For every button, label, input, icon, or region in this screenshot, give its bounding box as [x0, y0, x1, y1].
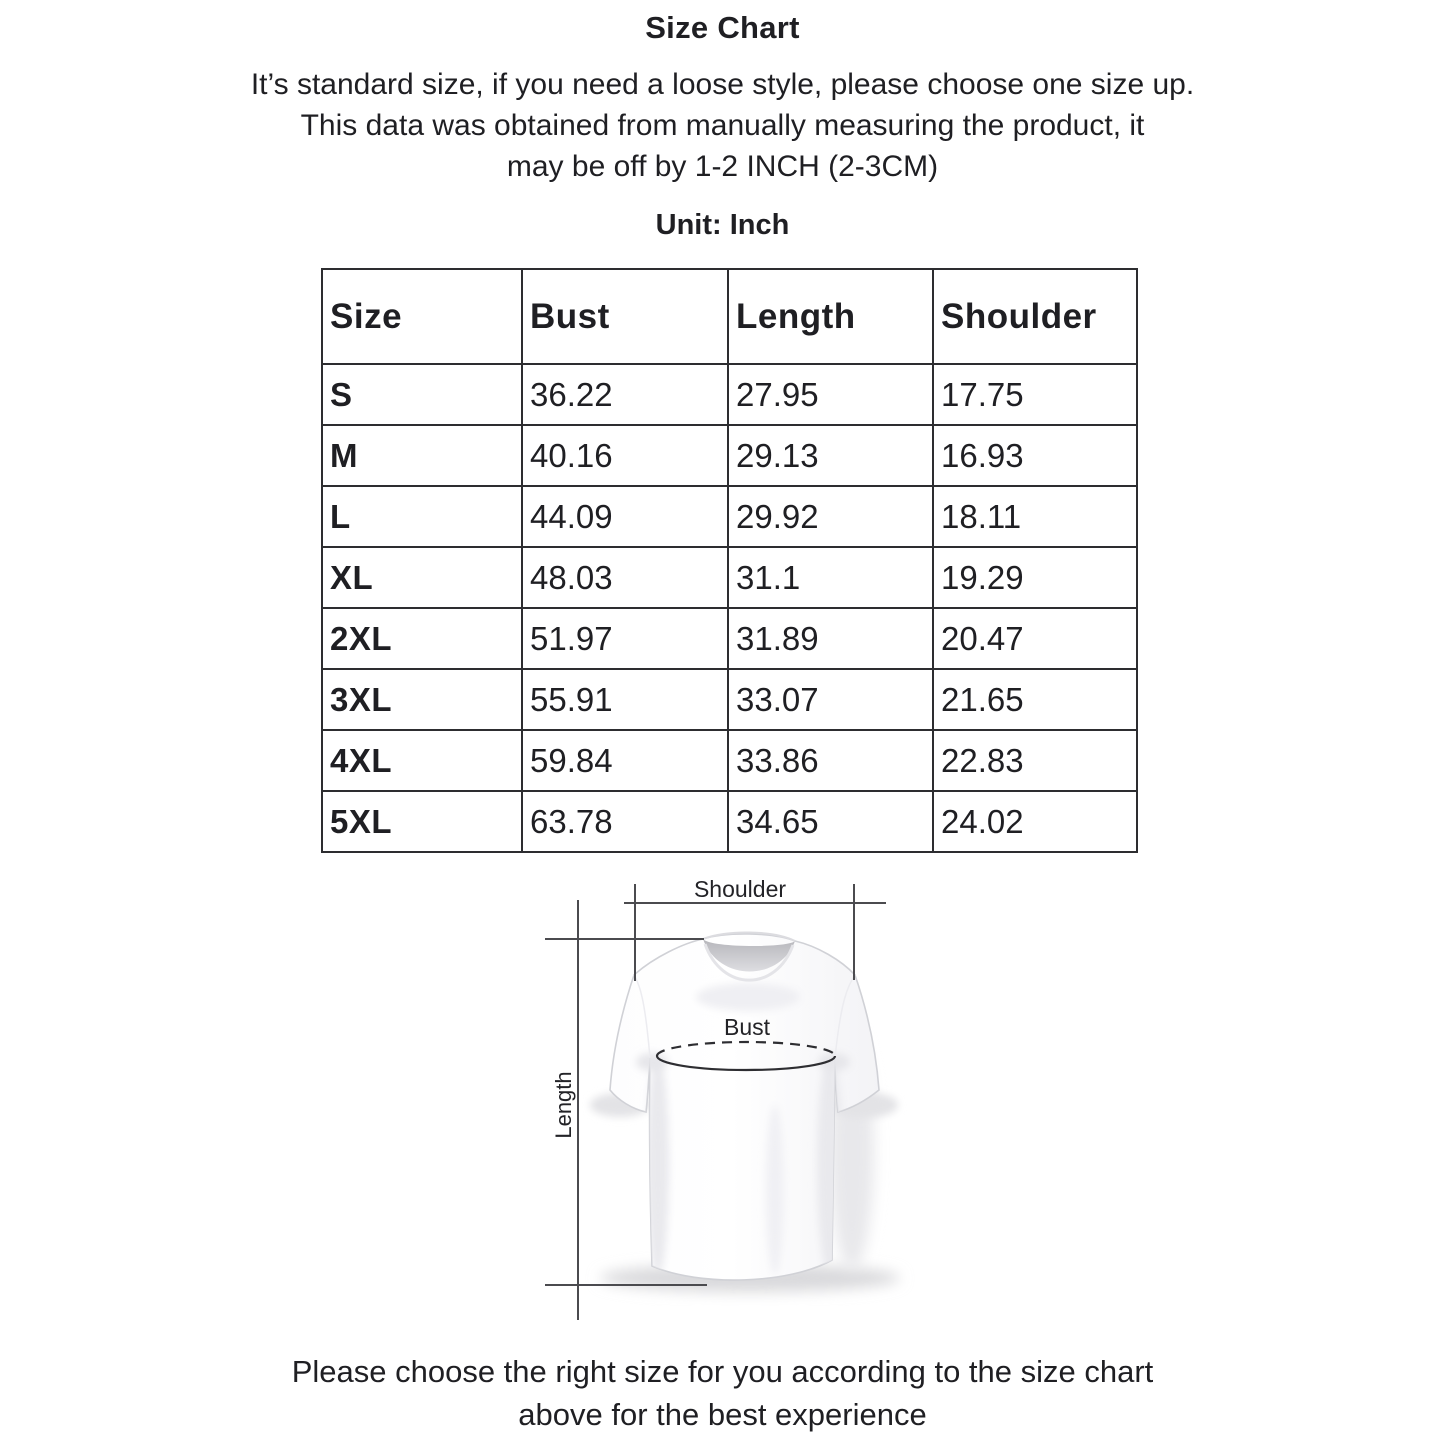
length-cell: 34.65 [727, 790, 934, 853]
tshirt-measurement-diagram: Shoulder Bust Length [545, 876, 900, 1320]
table-row: 5XL 63.78 34.65 24.02 [321, 790, 1138, 853]
bust-cell: 36.22 [521, 363, 729, 426]
table-row: M 40.16 29.13 16.93 [321, 424, 1138, 487]
shoulder-cell: 16.93 [932, 424, 1138, 487]
footer-line: above for the best experience [518, 1397, 927, 1432]
size-cell: 5XL [321, 790, 523, 853]
shoulder-cell: 18.11 [932, 485, 1138, 548]
shoulder-cell: 22.83 [932, 729, 1138, 792]
bust-cell: 40.16 [521, 424, 729, 487]
shoulder-cell: 19.29 [932, 546, 1138, 609]
shoulder-label: Shoulder [694, 876, 786, 902]
table-row: 2XL 51.97 31.89 20.47 [321, 607, 1138, 670]
size-table: Size Bust Length Shoulder S 36.22 27.95 … [321, 268, 1138, 853]
size-cell: 2XL [321, 607, 523, 670]
length-cell: 31.89 [727, 607, 934, 670]
bust-cell: 51.97 [521, 607, 729, 670]
bust-cell: 44.09 [521, 485, 729, 548]
footer-line: Please choose the right size for you acc… [291, 1354, 1154, 1389]
page-title: Size Chart [645, 10, 800, 45]
length-cell: 29.92 [727, 485, 934, 548]
shoulder-cell: 20.47 [932, 607, 1138, 670]
bust-cell: 63.78 [521, 790, 729, 853]
size-cell: 3XL [321, 668, 523, 731]
table-header-row: Size Bust Length Shoulder [321, 268, 1138, 365]
bust-cell: 59.84 [521, 729, 729, 792]
intro-line: This data was obtained from manually mea… [300, 109, 1145, 142]
intro-line: It’s standard size, if you need a loose … [250, 68, 1195, 101]
size-cell: XL [321, 546, 523, 609]
table-row: 4XL 59.84 33.86 22.83 [321, 729, 1138, 792]
unit-label: Unit: Inch [655, 209, 790, 241]
shoulder-cell: 17.75 [932, 363, 1138, 426]
length-cell: 33.07 [727, 668, 934, 731]
table-row: S 36.22 27.95 17.75 [321, 363, 1138, 426]
table-row: XL 48.03 31.1 19.29 [321, 546, 1138, 609]
bust-cell: 48.03 [521, 546, 729, 609]
column-header-shoulder: Shoulder [932, 268, 1138, 365]
bust-measure-ellipse [655, 1040, 837, 1072]
table-row: 3XL 55.91 33.07 21.65 [321, 668, 1138, 731]
intro-line: may be off by 1-2 INCH (2-3CM) [506, 150, 939, 183]
bust-cell: 55.91 [521, 668, 729, 731]
column-header-size: Size [321, 268, 523, 365]
column-header-length: Length [727, 268, 934, 365]
size-cell: 4XL [321, 729, 523, 792]
collar [703, 939, 795, 972]
length-cell: 31.1 [727, 546, 934, 609]
table-row: L 44.09 29.92 18.11 [321, 485, 1138, 548]
size-cell: M [321, 424, 523, 487]
size-cell: L [321, 485, 523, 548]
shoulder-cell: 24.02 [932, 790, 1138, 853]
footer-note: Please choose the right size for you acc… [0, 1350, 1445, 1436]
shoulder-cell: 21.65 [932, 668, 1138, 731]
length-cell: 27.95 [727, 363, 934, 426]
intro-text: It’s standard size, if you need a loose … [0, 64, 1445, 187]
length-cell: 29.13 [727, 424, 934, 487]
length-label: Length [551, 1071, 576, 1138]
measurement-lines [545, 884, 886, 1320]
column-header-bust: Bust [521, 268, 729, 365]
length-cell: 33.86 [727, 729, 934, 792]
size-cell: S [321, 363, 523, 426]
bust-label: Bust [724, 1014, 771, 1040]
